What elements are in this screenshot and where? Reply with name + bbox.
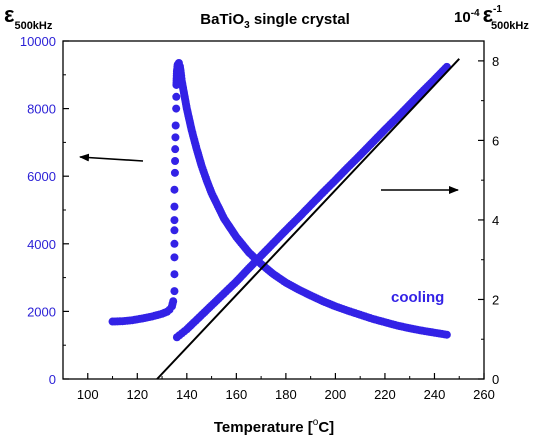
x-tick-label: 120 <box>126 387 148 402</box>
x-tick-label: 220 <box>374 387 396 402</box>
data-point <box>171 133 180 142</box>
y-right-tick-label: 8 <box>492 54 499 69</box>
y-right-tick-label: 2 <box>492 292 499 307</box>
x-tick-label: 140 <box>176 387 198 402</box>
data-point <box>170 202 179 211</box>
y-left-tick-label: 4000 <box>27 237 56 252</box>
data-point <box>171 156 180 165</box>
x-tick-label: 180 <box>275 387 297 402</box>
data-point <box>172 92 181 101</box>
x-axis-label: Temperature [oC] <box>214 417 334 436</box>
data-point <box>170 216 179 225</box>
data-point <box>170 168 179 177</box>
y-left-tick-label: 6000 <box>27 169 56 184</box>
data-point <box>171 121 180 130</box>
x-tick-label: 160 <box>226 387 248 402</box>
y-left-label: ε500kHz <box>4 2 53 32</box>
data-point <box>170 239 179 248</box>
tick-labels: 100 120 140 160 180 200 220 240 2600200040006000… <box>20 34 499 402</box>
data-point <box>170 270 179 279</box>
data-point <box>171 145 180 154</box>
data-point <box>169 297 178 306</box>
fit-line <box>156 58 460 380</box>
cooling-annotation: cooling <box>391 289 444 306</box>
data-point <box>170 185 179 194</box>
data-point <box>170 287 179 296</box>
x-tick-label: 240 <box>424 387 446 402</box>
data-point <box>170 253 179 262</box>
y-right-tick-label: 4 <box>492 213 499 228</box>
chart-title: BaTiO3 single crystal <box>200 11 350 31</box>
y-right-label: 10-4 ε-1 500kHz <box>454 2 529 32</box>
y-right-tick-label: 0 <box>492 372 499 387</box>
y-left-tick-label: 2000 <box>27 304 56 319</box>
ticks <box>62 40 485 380</box>
y-right-tick-label: 6 <box>492 133 499 148</box>
x-tick-label: 260 <box>473 387 495 402</box>
data-point <box>170 226 179 235</box>
data-point <box>172 104 181 113</box>
x-tick-label: 200 <box>325 387 347 402</box>
data-marks <box>108 58 451 342</box>
data-point <box>442 330 451 339</box>
y-left-tick-label: 8000 <box>27 102 56 117</box>
arrow-left-axis <box>79 153 144 162</box>
y-left-tick-label: 0 <box>49 372 56 387</box>
x-tick-label: 100 <box>77 387 99 402</box>
y-left-tick-label: 10000 <box>20 34 56 49</box>
